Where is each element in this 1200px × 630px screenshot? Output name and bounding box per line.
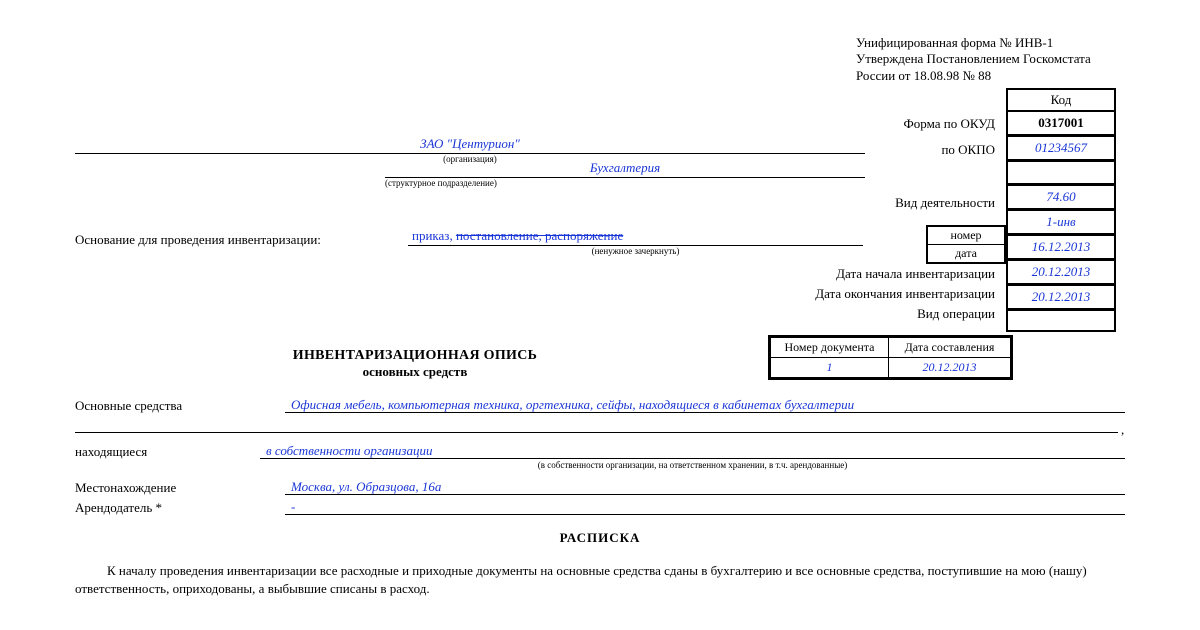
order-date-label: дата bbox=[928, 245, 1004, 262]
lessor-label: Арендодатель * bbox=[75, 500, 162, 516]
possession-value: в собственности организации bbox=[266, 443, 433, 459]
doc-number-value: 1 bbox=[771, 358, 889, 378]
basis-label: Основание для проведения инвентаризации: bbox=[75, 232, 321, 248]
okud-value: 0317001 bbox=[1006, 111, 1116, 136]
lessor-value: - bbox=[291, 499, 295, 515]
document-ref-box: Номер документа Дата составления 1 20.12… bbox=[768, 335, 1013, 380]
assets-line-2 bbox=[75, 432, 1118, 433]
basis-line: приказ, постановление, распоряжение (нен… bbox=[408, 245, 863, 246]
doc-date-value: 20.12.2013 bbox=[889, 358, 1011, 378]
document-title: ИНВЕНТАРИЗАЦИОННАЯ ОПИСЬ основных средст… bbox=[75, 348, 755, 380]
inv-end-label: Дата окончания инвентаризации bbox=[815, 286, 995, 302]
assets-label: Основные средства bbox=[75, 398, 182, 414]
order-date-value: 16.12.2013 bbox=[1006, 235, 1116, 260]
title-line-2: основных средств bbox=[75, 364, 755, 380]
receipt-heading: РАСПИСКА bbox=[75, 530, 1125, 546]
receipt-paragraph: К началу проведения инвентаризации все р… bbox=[75, 562, 1125, 597]
inv-end-value: 20.12.2013 bbox=[1006, 285, 1116, 310]
basis-plain: приказ, bbox=[412, 228, 453, 243]
location-label: Местонахождение bbox=[75, 480, 176, 496]
possession-caption: (в собственности организации, на ответст… bbox=[260, 460, 1125, 470]
legal-line-1: Унифицированная форма № ИНВ-1 bbox=[856, 35, 1091, 51]
department-line: Бухгалтерия (структурное подразделение) bbox=[385, 177, 865, 178]
basis-struck: постановление, распоряжение bbox=[456, 228, 623, 243]
department-caption: (структурное подразделение) bbox=[385, 178, 865, 188]
organization-value: ЗАО "Центурион" bbox=[75, 136, 865, 152]
operation-label: Вид операции bbox=[917, 306, 995, 322]
okud-label: Форма по ОКУД bbox=[904, 116, 996, 132]
order-ref-box: номер дата bbox=[926, 225, 1006, 264]
legal-line-3: России от 18.08.98 № 88 bbox=[856, 68, 1091, 84]
assets-value: Офисная мебель, компьютерная техника, ор… bbox=[291, 397, 854, 413]
basis-value: приказ, постановление, распоряжение bbox=[412, 228, 623, 244]
doc-number-header: Номер документа bbox=[771, 338, 889, 358]
okpo-label: по ОКПО bbox=[941, 142, 995, 158]
activity-label: Вид деятельности bbox=[895, 195, 995, 211]
possession-label: находящиеся bbox=[75, 444, 147, 460]
trailing-comma: , bbox=[1121, 422, 1124, 438]
inv-start-label: Дата начала инвентаризации bbox=[836, 266, 995, 282]
legal-line-2: Утверждена Постановлением Госкомстата bbox=[856, 51, 1091, 67]
inv-start-value: 20.12.2013 bbox=[1006, 260, 1116, 285]
activity-value: 74.60 bbox=[1006, 185, 1116, 210]
department-value: Бухгалтерия bbox=[385, 160, 865, 176]
doc-date-header: Дата составления bbox=[889, 338, 1011, 358]
order-number-value: 1-инв bbox=[1006, 210, 1116, 235]
location-value: Москва, ул. Образцова, 16а bbox=[291, 479, 441, 495]
form-approval-note: Унифицированная форма № ИНВ-1 Утверждена… bbox=[856, 35, 1091, 84]
basis-caption: (ненужное зачеркнуть) bbox=[408, 246, 863, 256]
operation-value bbox=[1006, 310, 1116, 332]
code-column: Код 0317001 01234567 74.60 1-инв 16.12.2… bbox=[1006, 88, 1116, 332]
blank-cell bbox=[1006, 161, 1116, 185]
order-number-label: номер bbox=[928, 227, 1004, 245]
organization-line: ЗАО "Центурион" (организация) bbox=[75, 153, 865, 154]
title-line-1: ИНВЕНТАРИЗАЦИОННАЯ ОПИСЬ bbox=[75, 348, 755, 364]
okpo-value: 01234567 bbox=[1006, 136, 1116, 161]
code-header: Код bbox=[1006, 88, 1116, 111]
